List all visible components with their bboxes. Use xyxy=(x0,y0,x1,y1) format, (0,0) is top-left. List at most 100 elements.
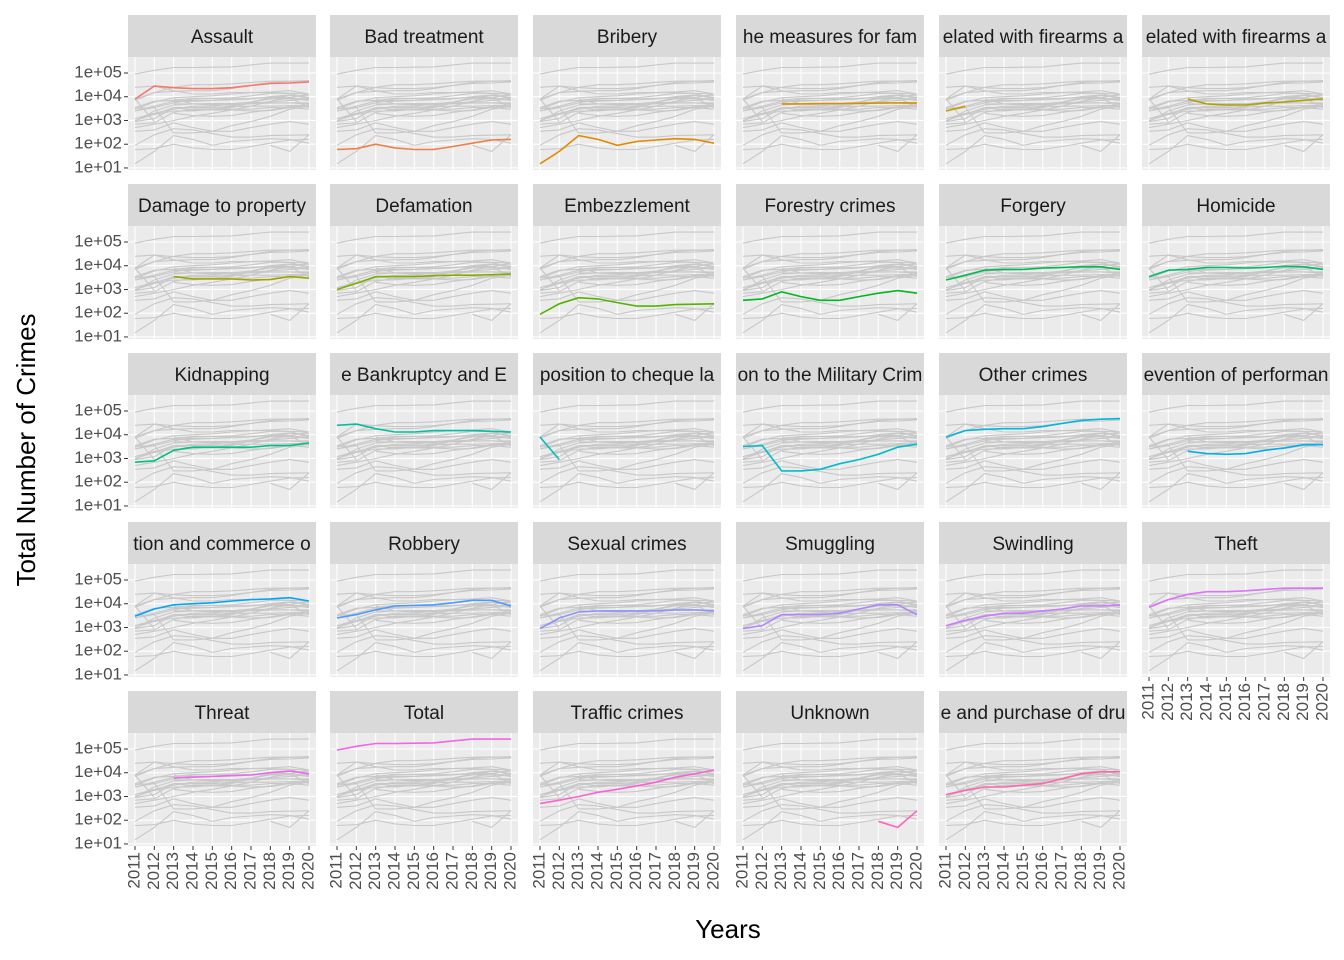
panel: Damage to property 1e+01 1e+02 1e+03 1e+04 1e… xyxy=(74,184,316,345)
background-line xyxy=(336,92,512,112)
background-line xyxy=(539,419,715,438)
background-line xyxy=(945,473,1121,503)
background-line xyxy=(270,810,310,829)
y-tick-label: 1e+02 xyxy=(74,472,122,491)
background-line xyxy=(336,267,357,291)
background-line xyxy=(742,473,918,503)
background-line xyxy=(336,262,512,298)
x-tick-label: 2011 xyxy=(124,852,143,889)
panel: Theft 2011 2012 2013 2014 2015 2016 2017 2018 201… xyxy=(1138,522,1331,721)
background-line xyxy=(945,756,1121,776)
x-tick-label: 2014 xyxy=(1196,683,1215,721)
background-line xyxy=(578,770,715,779)
background-line xyxy=(134,264,309,289)
x-tick-label: 2016 xyxy=(221,852,240,890)
background-line xyxy=(742,121,918,132)
background-line xyxy=(134,249,309,270)
background-line xyxy=(336,778,512,799)
background-line xyxy=(336,259,512,279)
background-line xyxy=(134,588,310,607)
background-line xyxy=(742,267,763,291)
background-line xyxy=(578,263,715,272)
series-line xyxy=(1187,98,1324,106)
background-line xyxy=(742,231,917,244)
panel: Robbery xyxy=(330,522,518,677)
background-line xyxy=(336,271,512,292)
background-line xyxy=(336,780,512,801)
background-line xyxy=(134,600,310,636)
background-line xyxy=(675,641,715,660)
background-line xyxy=(336,81,512,100)
background-line xyxy=(336,62,511,75)
background-line xyxy=(742,80,917,101)
background-line xyxy=(134,769,310,805)
background-line xyxy=(945,261,1121,281)
strip xyxy=(1142,522,1330,564)
background-line xyxy=(742,271,918,292)
background-line xyxy=(945,774,966,798)
x-tick-label: 2015 xyxy=(404,852,423,890)
x-tick-label: 2017 xyxy=(1051,852,1070,890)
background-line xyxy=(336,440,512,461)
background-line xyxy=(1284,472,1324,491)
y-tick-label: 1e+03 xyxy=(74,448,122,467)
background-line xyxy=(742,814,918,827)
background-line xyxy=(134,135,310,165)
background-line xyxy=(742,774,763,798)
background-line xyxy=(945,80,1121,100)
background-line xyxy=(742,297,918,315)
background-line xyxy=(336,274,512,303)
background-line xyxy=(945,766,1121,786)
background-line xyxy=(539,473,715,503)
background-line xyxy=(945,274,1121,303)
background-line xyxy=(336,102,512,123)
background-line xyxy=(539,92,715,112)
strip-label: e and purchase of dru xyxy=(941,703,1126,724)
background-line xyxy=(375,263,512,272)
panel: position to cheque la xyxy=(533,353,721,508)
background-line xyxy=(1148,307,1324,320)
panel: Sexual crimes xyxy=(533,522,721,677)
background-line xyxy=(945,605,966,629)
background-line xyxy=(1148,597,1324,617)
background-line xyxy=(945,249,1121,269)
background-line xyxy=(173,601,310,610)
panel: Forestry crimes xyxy=(736,184,924,339)
background-line xyxy=(134,430,310,450)
background-line xyxy=(134,304,310,334)
x-tick-label: 2016 xyxy=(829,852,848,890)
x-tick-label: 2013 xyxy=(365,852,384,890)
y-tick-label: 1e+02 xyxy=(74,641,122,660)
background-line xyxy=(539,781,715,810)
panel: Defamation xyxy=(330,184,518,339)
background-line xyxy=(539,430,715,450)
background-line xyxy=(1148,102,1324,123)
background-line xyxy=(945,476,1121,489)
background-line xyxy=(742,804,918,822)
series-line xyxy=(945,771,1120,796)
background-line xyxy=(375,94,512,103)
background-line xyxy=(945,814,1121,827)
y-tick-label: 1e+04 xyxy=(74,255,122,274)
background-line xyxy=(173,94,310,103)
background-line xyxy=(742,587,918,607)
panel: tion and commerce o 1e+01 1e+02 1e+03 1e+04 1… xyxy=(74,522,316,683)
strip-label: Sexual crimes xyxy=(567,534,686,555)
background-line xyxy=(675,303,715,322)
strip xyxy=(1142,184,1330,226)
x-tick-label: 2017 xyxy=(645,852,664,890)
strip xyxy=(939,15,1127,57)
series-line xyxy=(945,604,1121,627)
background-line xyxy=(1148,249,1323,270)
x-tick-label: 2013 xyxy=(974,852,993,890)
background-line xyxy=(134,249,310,269)
background-line xyxy=(742,588,918,607)
background-line xyxy=(1148,642,1324,672)
background-line xyxy=(134,62,309,75)
background-line xyxy=(742,250,918,269)
background-line xyxy=(539,93,715,129)
background-line xyxy=(336,400,511,413)
background-line xyxy=(336,436,357,460)
background-line xyxy=(742,768,918,788)
background-line xyxy=(336,290,512,301)
